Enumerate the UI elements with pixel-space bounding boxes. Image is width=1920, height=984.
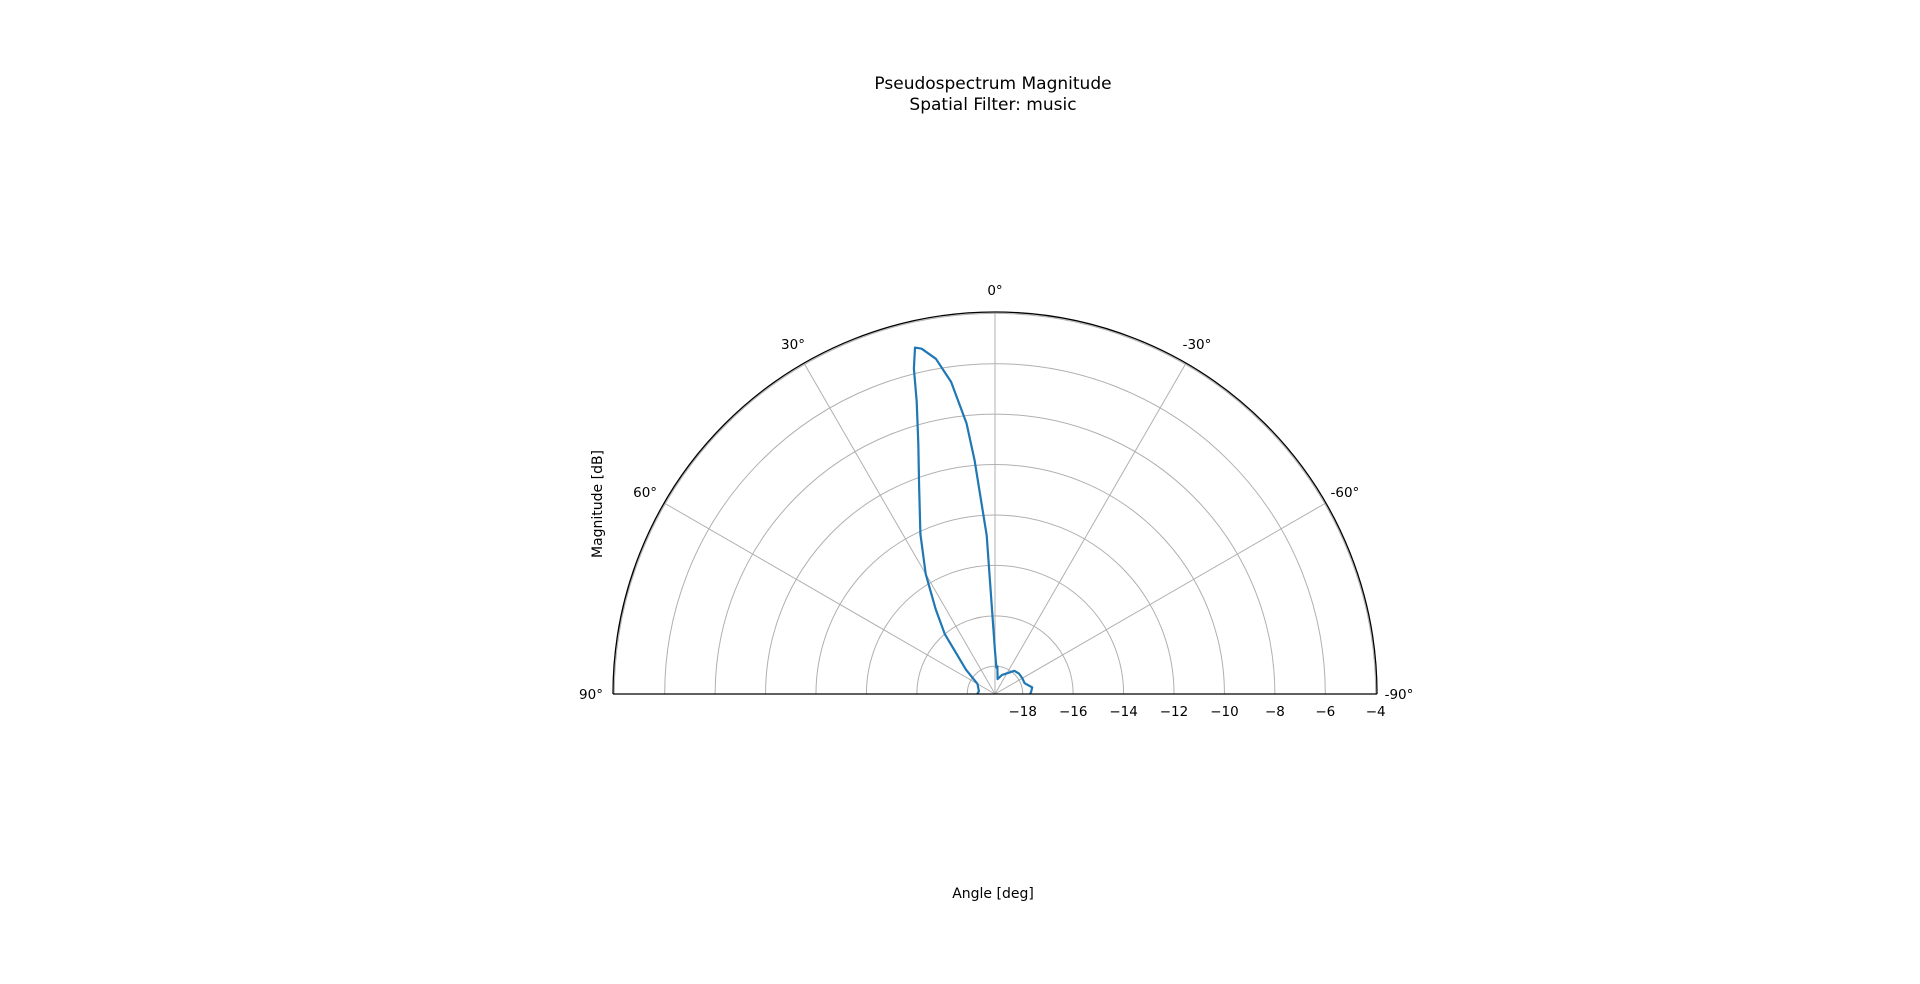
radial-tick-label: −14	[1109, 704, 1138, 720]
radius-gridline	[966, 665, 1024, 695]
pseudospectrum-line	[912, 346, 1034, 695]
angle-tick-label: 0°	[987, 283, 1002, 299]
radial-tick-label: −16	[1059, 704, 1088, 720]
angle-gridline	[663, 502, 996, 695]
polar-frame	[612, 311, 1378, 695]
radial-tick-label: −4	[1366, 704, 1386, 720]
radius-gridline	[916, 615, 1074, 695]
radius-gridline	[613, 312, 1377, 695]
x-axis-label: Angle [deg]	[952, 886, 1034, 902]
chart-subtitle: Spatial Filter: music	[909, 95, 1076, 115]
radial-tick-labels: −18 −16 −14 −12 −10 −8 −6 −4	[1008, 704, 1385, 720]
y-axis-label: Magnitude [dB]	[590, 450, 606, 558]
outer-arc	[612, 311, 1378, 695]
radial-tick-label: −10	[1210, 704, 1239, 720]
angle-tick-label: -90°	[1385, 687, 1414, 703]
angle-tick-label: 60°	[633, 485, 657, 501]
angle-gridline	[994, 502, 1327, 695]
angle-tick-label: 90°	[579, 687, 603, 703]
chart-title: Pseudospectrum Magnitude	[874, 74, 1111, 94]
polar-grid	[613, 312, 1377, 695]
radial-tick-label: −12	[1160, 704, 1189, 720]
angle-tick-label: 30°	[781, 337, 805, 353]
radius-gridline	[664, 363, 1326, 695]
angle-gridline	[803, 362, 996, 695]
radial-tick-label: −18	[1008, 704, 1037, 720]
data-series-layer	[912, 346, 1034, 695]
radial-tick-label: −8	[1265, 704, 1285, 720]
radial-tick-label: −6	[1315, 704, 1335, 720]
angle-gridline	[994, 362, 1187, 695]
angle-tick-labels: 90° 60° 30° 0° -30° -60° -90°	[579, 283, 1413, 703]
angle-tick-label: -60°	[1330, 485, 1359, 501]
angle-tick-label: -30°	[1183, 337, 1212, 353]
